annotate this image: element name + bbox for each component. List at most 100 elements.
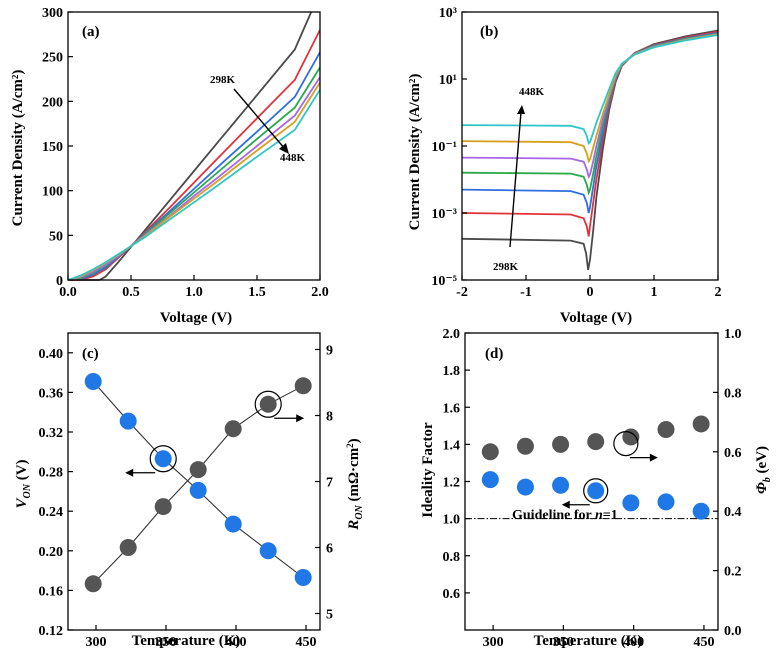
panel-a-xtick-label: 0.0 <box>59 285 77 300</box>
panel-d-ytick-left-label: 1.8 <box>443 364 461 379</box>
panel-b-series-T298 <box>461 29 719 271</box>
panel-a-ytick-label: 250 <box>42 51 63 66</box>
panel-b-trend-arrow-head <box>517 105 525 114</box>
panel-a-series-T373 <box>67 66 321 281</box>
panel-d-ytick-right-label: 0.8 <box>724 386 742 401</box>
panel-a-annotation-298k: 298K <box>210 74 236 86</box>
panel-a-xtick-label: 1.0 <box>185 285 203 300</box>
panel-d-marker-marker_blue <box>481 471 499 489</box>
panel-d-ylabel-right: Φb (eV) <box>754 446 773 494</box>
panel-b-series-T448 <box>461 34 719 145</box>
panel-a-ytick-label: 200 <box>42 95 63 110</box>
panel-c-highlight-ring-left <box>149 445 177 473</box>
panel-d-marker-marker_dark <box>692 415 710 433</box>
panel-d-ytick-left-label: 2.0 <box>443 327 461 342</box>
panel-c-xtick-label: 350 <box>156 635 177 650</box>
panel-c-xtick-label: 450 <box>296 635 317 650</box>
panel-b-ytick-label: 10³ <box>439 6 457 21</box>
panel-c-marker-left <box>154 450 172 468</box>
panel-b-ylabel: Current Density (A/cm²) <box>407 74 423 231</box>
panel-c-von-ron: (c) Temperature (K) VON (V) RON (mΩ·cm2)… <box>14 332 365 650</box>
panel-c-ytick-left-label: 0.12 <box>39 624 64 639</box>
panel-b-ytick-label: 10⁻³ <box>431 207 457 222</box>
panel-c-marker-left <box>84 373 102 391</box>
panel-c-highlight-ring-right <box>254 390 282 418</box>
panel-b-annotation-448k: 448K <box>519 86 545 98</box>
panel-c-frame <box>67 332 321 631</box>
panel-d-ytick-left-label: 0.8 <box>443 550 461 565</box>
panel-d-highlight-ring-left <box>583 478 609 504</box>
panel-d-xtick-label: 400 <box>623 635 644 650</box>
panel-c-marker-right <box>294 377 312 395</box>
panel-d-marker-marker_blue <box>692 502 710 520</box>
panel-c-ytick-left-label: 0.24 <box>39 505 64 520</box>
panel-d-marker-marker_dark <box>552 435 570 453</box>
panel-d-ytick-right-label: 1.0 <box>724 327 742 342</box>
panel-c-xtick-label: 300 <box>86 635 107 650</box>
panel-d-xtick-label: 350 <box>553 635 574 650</box>
panel-c-ylabel-right: RON (mΩ·cm2) <box>345 438 365 530</box>
panel-c-ytick-right-label: 8 <box>326 410 333 425</box>
panel-a-xtick-label: 1.5 <box>248 285 266 300</box>
panel-b-xtick-label: -1 <box>520 285 532 300</box>
panel-b-ytick-label: 10⁻¹ <box>431 140 457 155</box>
panel-a-series-T348 <box>67 51 321 281</box>
panel-d-marker-marker_dark <box>516 437 534 455</box>
panel-c-marker-left <box>224 515 242 533</box>
panel-c-marker-right <box>84 575 102 593</box>
panel-d-xtick-label: 300 <box>483 635 504 650</box>
panel-d-guideline-label: Guideline for n=1 <box>512 508 618 523</box>
panel-b-ytick-label: 10¹ <box>439 73 457 88</box>
panel-c-xtick-label: 400 <box>226 635 247 650</box>
panel-c-ytick-right-label: 9 <box>326 344 333 359</box>
panel-a-trend-arrow-shaft <box>233 88 286 150</box>
panel-c-ytick-right-label: 6 <box>326 542 333 557</box>
panel-b-annotation-298k: 298K <box>493 261 519 273</box>
panel-c-ytick-left-label: 0.32 <box>39 426 64 441</box>
panel-c-ytick-left-label: 0.40 <box>39 347 64 362</box>
panel-c-xlabel: Temperature (K) <box>132 633 241 649</box>
panel-d-xlabel: Temperature (K) <box>534 633 643 649</box>
panel-d-ytick-left-label: 0.6 <box>443 587 461 602</box>
panel-c-label: (c) <box>82 346 99 362</box>
panel-a-series-T298 <box>68 11 313 281</box>
panel-a-ytick-label: 50 <box>49 229 63 244</box>
panel-d-ytick-left-label: 1.2 <box>443 476 461 491</box>
panel-d-marker-marker_dark <box>481 443 499 461</box>
panel-a-annotation-448k: 448K <box>280 152 306 164</box>
panel-d-marker-marker_blue <box>622 494 640 512</box>
panel-a-series-T448 <box>67 89 321 281</box>
panel-a-ytick-label: 150 <box>42 140 63 155</box>
panel-d-ytick-left-label: 1.6 <box>443 401 461 416</box>
panel-c-ytick-left-label: 0.16 <box>39 584 64 599</box>
panel-a-ytick-label: 300 <box>42 6 63 21</box>
panel-c-marker-left <box>119 412 137 430</box>
panel-d-marker-marker_dark <box>657 421 675 439</box>
panel-d-marker-marker_blue <box>552 476 570 494</box>
panel-c-marker-right <box>189 461 207 479</box>
panel-c-marker-left <box>189 481 207 499</box>
panel-d-ideality-barrier: (d) Temperature (K) Ideality Factor Φb (… <box>420 327 773 650</box>
panel-b-xtick-label: 0 <box>587 285 594 300</box>
panel-a-ytick-label: 100 <box>42 185 63 200</box>
panel-c-marker-right <box>259 395 277 413</box>
panel-d-label: (d) <box>485 346 503 362</box>
panel-c-ytick-left-label: 0.36 <box>39 386 64 401</box>
panel-b-label: (b) <box>480 24 498 40</box>
panel-a-series-T423 <box>67 82 321 281</box>
panel-d-arrow-right-head <box>649 453 658 462</box>
panel-d-marker-marker_blue <box>516 478 534 496</box>
panel-c-ytick-left-label: 0.20 <box>39 545 64 560</box>
panel-c-marker-left <box>294 569 312 587</box>
panel-d-ytick-right-label: 0.2 <box>724 565 742 580</box>
panel-b-xlabel: Voltage (V) <box>560 310 632 326</box>
panel-d-marker-marker_blue <box>657 493 675 511</box>
panel-d-ytick-right-label: 0.4 <box>724 505 742 520</box>
panel-c-arrow-right-head <box>296 414 305 423</box>
panel-b-jv-log: (b) 448K 298K Voltage (V) Current Densit… <box>407 6 722 326</box>
panel-d-highlight-ring-right <box>613 430 639 457</box>
panel-c-arrow-left-head <box>125 468 134 477</box>
panel-c-ytick-left-label: 0.28 <box>39 466 64 481</box>
panel-c-marker-right <box>119 539 137 556</box>
